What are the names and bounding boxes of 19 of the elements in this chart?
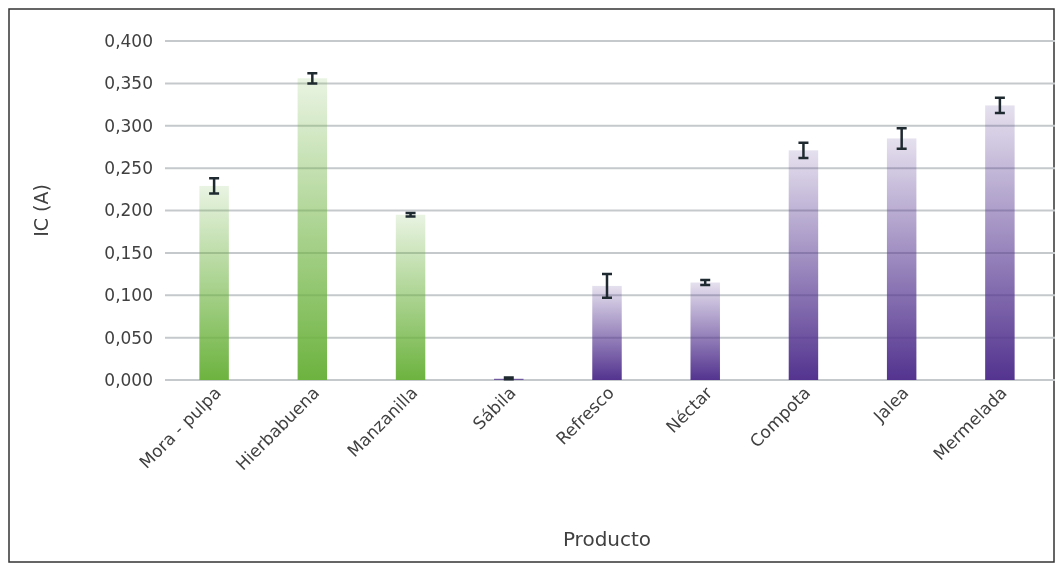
y-tick-label: 0,250	[104, 158, 153, 179]
bar	[395, 214, 426, 380]
y-tick-label: 0,000	[104, 369, 153, 390]
bar	[788, 150, 819, 380]
bar	[690, 282, 720, 380]
bar	[592, 285, 622, 380]
bar	[985, 105, 1015, 380]
bar	[199, 185, 229, 380]
x-axis-title: Producto	[562, 527, 652, 551]
y-tick-label: 0,100	[104, 285, 153, 306]
y-tick-label: 0,200	[104, 200, 153, 221]
y-tick-label: 0,050	[104, 327, 153, 348]
y-axis-title: IC (A)	[30, 184, 52, 237]
y-tick-label: 0,400	[104, 30, 153, 51]
y-tick-label: 0,150	[104, 242, 153, 263]
bar	[886, 138, 917, 380]
y-tick-label: 0,350	[104, 73, 153, 94]
bar	[297, 78, 328, 380]
y-tick-label: 0,300	[104, 115, 153, 136]
